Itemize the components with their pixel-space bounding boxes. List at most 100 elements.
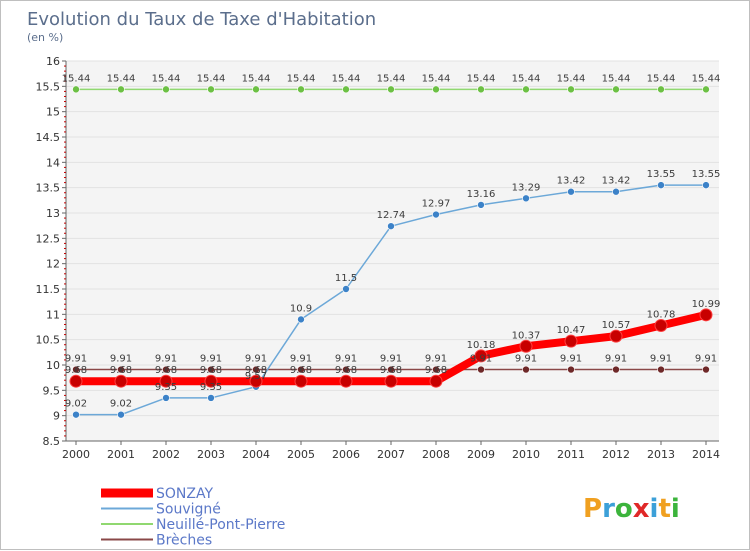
chart-subtitle: (en %) bbox=[27, 31, 63, 44]
logo-letter: i bbox=[650, 494, 659, 524]
data-label: 10.78 bbox=[647, 309, 676, 320]
data-point bbox=[204, 374, 218, 388]
data-label: 9.91 bbox=[65, 354, 87, 365]
data-label: 13.16 bbox=[467, 189, 496, 200]
y-tick-label: 15.5 bbox=[36, 80, 61, 93]
data-label: 9.91 bbox=[245, 354, 267, 365]
y-tick-label: 8.5 bbox=[43, 435, 61, 448]
data-label: 15.44 bbox=[62, 73, 91, 84]
y-tick-label: 10 bbox=[46, 359, 60, 372]
y-tick-label: 13 bbox=[46, 207, 60, 220]
y-tick-label: 11.5 bbox=[36, 283, 61, 296]
data-label: 13.55 bbox=[692, 169, 721, 180]
logo-letter: P bbox=[583, 494, 602, 524]
data-point bbox=[342, 285, 350, 293]
data-point bbox=[702, 365, 710, 374]
data-point bbox=[477, 85, 485, 94]
data-label: 9.91 bbox=[380, 354, 402, 365]
data-label: 9.68 bbox=[65, 365, 87, 376]
data-label: 10.47 bbox=[557, 325, 586, 336]
series-neuille-pont-pierre bbox=[72, 85, 710, 94]
y-tick-label: 12 bbox=[46, 258, 60, 271]
data-point bbox=[384, 374, 398, 388]
data-label: 9.91 bbox=[200, 354, 222, 365]
x-tick-label: 2011 bbox=[557, 448, 585, 461]
data-label: 15.44 bbox=[467, 73, 496, 84]
y-tick-label: 12.5 bbox=[36, 232, 61, 245]
data-point bbox=[297, 365, 305, 374]
data-label: 13.55 bbox=[647, 169, 676, 180]
y-tick-label: 14 bbox=[46, 156, 60, 169]
x-tick-label: 2006 bbox=[332, 448, 360, 461]
data-point bbox=[117, 410, 125, 419]
data-label: 9.68 bbox=[290, 365, 312, 376]
proxiti-logo: Proxiti bbox=[583, 494, 680, 524]
data-label: 9.68 bbox=[110, 365, 132, 376]
y-tick-label: 14.5 bbox=[36, 131, 61, 144]
data-point bbox=[72, 365, 80, 374]
data-label: 15.44 bbox=[287, 73, 316, 84]
data-label: 10.99 bbox=[692, 299, 721, 310]
data-point bbox=[477, 201, 485, 209]
y-tick-label: 13.5 bbox=[36, 182, 61, 195]
data-point bbox=[477, 365, 485, 374]
data-point bbox=[432, 85, 440, 94]
x-tick-label: 2012 bbox=[602, 448, 630, 461]
data-point bbox=[702, 181, 710, 189]
legend-label-sonzay: SONZAY bbox=[156, 486, 213, 502]
y-tick-label: 11 bbox=[46, 308, 60, 321]
data-point bbox=[564, 334, 578, 348]
data-label: 9.91 bbox=[470, 354, 492, 365]
data-point bbox=[162, 85, 170, 94]
logo-letter: o bbox=[615, 494, 633, 524]
data-point bbox=[567, 85, 575, 94]
y-tick-label: 15 bbox=[46, 106, 60, 119]
data-point bbox=[567, 365, 575, 374]
data-point bbox=[207, 365, 215, 374]
data-label: 15.44 bbox=[377, 73, 406, 84]
data-label: 9.91 bbox=[605, 354, 627, 365]
data-label: 9.68 bbox=[380, 365, 402, 376]
data-label: 9.68 bbox=[335, 365, 357, 376]
x-tick-label: 2001 bbox=[107, 448, 135, 461]
data-point bbox=[249, 374, 263, 388]
data-labels: 9.68 9.68 9.68 9.68 9.68 9.68 9.68 9.68 9.68 10.1… bbox=[62, 73, 721, 409]
data-point bbox=[657, 365, 665, 374]
logo-letter: r bbox=[602, 494, 615, 524]
series-breches bbox=[72, 365, 710, 374]
x-tick-label: 2010 bbox=[512, 448, 540, 461]
legend-label-neuille-pont-pierre: Neuillé-Pont-Pierre bbox=[156, 517, 285, 533]
data-label: 15.44 bbox=[692, 73, 721, 84]
x-tick-label: 2007 bbox=[377, 448, 405, 461]
data-label: 9.91 bbox=[290, 354, 312, 365]
data-point bbox=[567, 187, 575, 196]
data-point bbox=[342, 365, 350, 374]
legend-label-souvigne: Souvigné bbox=[156, 502, 221, 518]
y-tick-label: 9 bbox=[53, 410, 60, 423]
data-label: 9.68 bbox=[200, 365, 222, 376]
logo-letter: i bbox=[671, 494, 680, 524]
data-label: 9.91 bbox=[515, 354, 537, 365]
data-point bbox=[612, 187, 620, 196]
data-point bbox=[162, 394, 170, 402]
data-point bbox=[117, 365, 125, 374]
x-tick-label: 2005 bbox=[287, 448, 315, 461]
data-label: 9.91 bbox=[425, 354, 447, 365]
data-point bbox=[207, 85, 215, 94]
data-point bbox=[612, 365, 620, 374]
x-tick-label: 2008 bbox=[422, 448, 450, 461]
data-point bbox=[114, 374, 128, 388]
x-tick-label: 2014 bbox=[692, 448, 720, 461]
data-point bbox=[522, 85, 530, 94]
data-point bbox=[609, 329, 623, 343]
data-point bbox=[342, 85, 350, 94]
data-label: 9.35 bbox=[155, 382, 177, 393]
data-point bbox=[474, 349, 488, 363]
data-label: 15.44 bbox=[107, 73, 136, 84]
data-label: 13.29 bbox=[512, 182, 541, 193]
data-label: 9.91 bbox=[695, 354, 717, 365]
data-point bbox=[654, 318, 668, 332]
